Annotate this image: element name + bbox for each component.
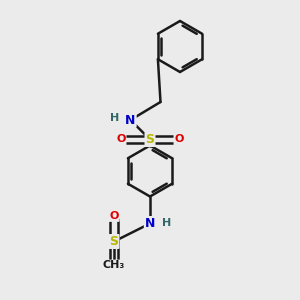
Text: O: O — [109, 262, 119, 272]
Text: N: N — [145, 217, 155, 230]
Text: O: O — [174, 134, 184, 145]
Text: CH₃: CH₃ — [103, 260, 125, 271]
Text: H: H — [110, 112, 119, 123]
Text: H: H — [162, 218, 171, 229]
Text: N: N — [125, 113, 136, 127]
Text: O: O — [109, 211, 119, 221]
Text: S: S — [146, 133, 154, 146]
Text: S: S — [110, 235, 118, 248]
Text: O: O — [116, 134, 126, 145]
